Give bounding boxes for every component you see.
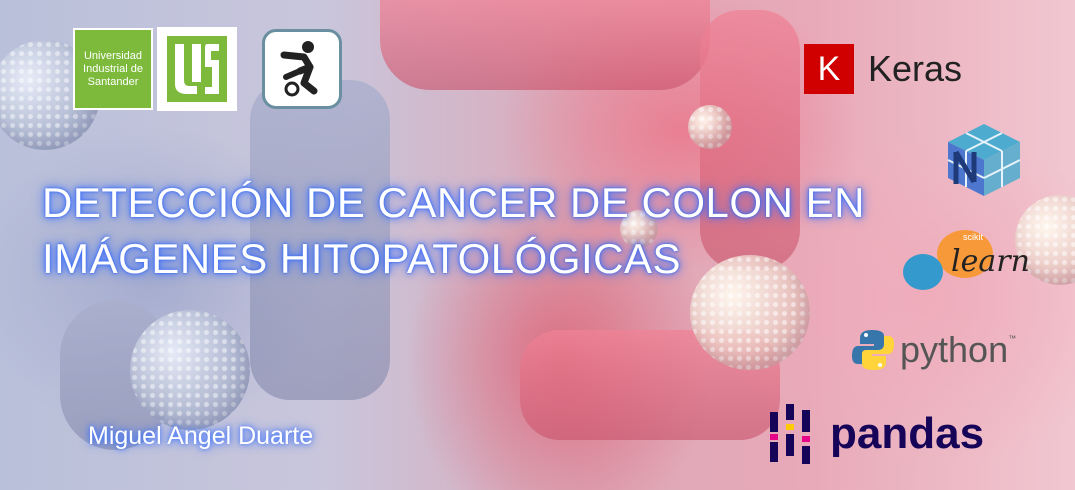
intestine-shape — [250, 80, 390, 400]
intestine-shape — [380, 0, 710, 90]
lab-logo — [262, 29, 342, 109]
python-snakes-icon — [852, 330, 894, 370]
numpy-cube-icon — [947, 124, 1021, 196]
sklearn-logo: scikit learn — [903, 228, 1031, 298]
uis-monogram-icon — [167, 36, 227, 102]
keras-logo: K Keras — [804, 44, 962, 94]
logo-text-line: Universidad — [83, 49, 143, 62]
uis-text-logo: Universidad Industrial de Santander — [73, 28, 153, 110]
python-wordmark: python — [900, 329, 1009, 370]
cell-decoration — [688, 105, 732, 149]
keras-k-icon: K — [804, 44, 854, 94]
title-line-2: IMÁGENES HITOPATOLÓGICAS — [42, 235, 682, 282]
logo-text-line: Industrial de — [83, 62, 143, 75]
cell-decoration — [130, 310, 250, 430]
slide-title: DETECCIÓN DE CANCER DE COLON EN IMÁGENES… — [42, 175, 902, 287]
title-line-1: DETECCIÓN DE CANCER DE COLON EN — [42, 179, 865, 226]
uis-monogram-logo — [157, 27, 237, 111]
sklearn-small-label: scikit — [963, 232, 983, 242]
cell-decoration — [690, 255, 810, 370]
pandas-logo: pandas — [768, 402, 984, 466]
logo-text-line: Santander — [87, 75, 139, 88]
sklearn-wordmark: learn — [951, 244, 1030, 279]
cell-decoration — [620, 210, 658, 248]
keras-wordmark: Keras — [868, 48, 963, 89]
numpy-logo — [944, 122, 1024, 198]
python-logo: python ™ — [852, 328, 1016, 372]
human-figure-icon — [280, 41, 318, 97]
sklearn-blobs-icon — [903, 230, 993, 290]
pandas-bars-icon — [770, 404, 810, 464]
author-name: Miguel Angel Duarte — [88, 422, 314, 450]
pandas-wordmark: pandas — [830, 409, 985, 458]
trademark-symbol: ™ — [1008, 334, 1017, 343]
